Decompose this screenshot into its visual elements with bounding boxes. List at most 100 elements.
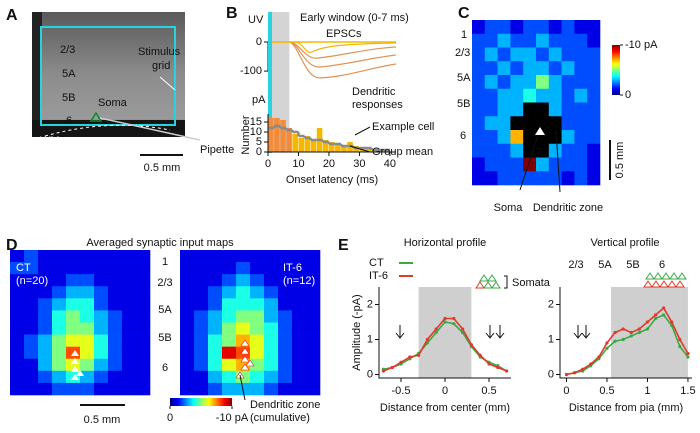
cell <box>24 250 39 263</box>
cell <box>66 250 81 263</box>
cell <box>306 382 321 396</box>
point <box>452 316 456 321</box>
cell <box>472 157 486 172</box>
cell <box>10 262 25 275</box>
cell <box>94 370 109 384</box>
traces <box>268 12 397 153</box>
cell <box>80 286 95 299</box>
cell <box>536 116 550 131</box>
cell <box>222 370 237 384</box>
cell <box>484 88 498 103</box>
point <box>645 320 650 324</box>
cell <box>180 322 195 335</box>
annotation: 5A <box>158 304 172 316</box>
cell <box>38 322 53 335</box>
cell <box>587 143 601 158</box>
cell <box>66 310 81 323</box>
cell <box>574 130 588 145</box>
y-tick-label: 0 <box>548 368 554 380</box>
point <box>452 322 456 326</box>
colorbar-label: 0 <box>625 89 631 101</box>
cell <box>136 298 151 311</box>
x-tick-label: 20 <box>323 158 335 170</box>
x-tick-label: 0.5 <box>481 385 496 397</box>
cell <box>10 346 25 360</box>
cell <box>24 358 39 372</box>
cell <box>52 358 67 372</box>
cell <box>80 358 95 372</box>
cell <box>208 382 223 396</box>
cell <box>236 250 251 263</box>
annotation: 2/3 <box>568 259 583 271</box>
cell <box>136 370 151 384</box>
bar <box>335 144 341 152</box>
annotation: Group mean <box>372 146 433 158</box>
cell <box>561 20 575 35</box>
cell <box>292 382 307 396</box>
cell <box>497 47 511 62</box>
cell <box>484 171 498 186</box>
cell <box>306 298 321 311</box>
cell <box>108 358 123 372</box>
cell <box>52 322 67 335</box>
panel-letter: C <box>458 5 470 22</box>
annotation: Soma <box>494 202 524 214</box>
point <box>505 369 509 373</box>
series-line <box>566 306 689 376</box>
cell <box>52 286 67 299</box>
x-tick-label: 30 <box>353 158 365 170</box>
cell <box>523 75 537 90</box>
cell <box>250 358 265 372</box>
cell <box>510 143 524 158</box>
cell <box>38 358 53 372</box>
cell <box>292 274 307 287</box>
cell <box>484 130 498 145</box>
cell <box>80 274 95 287</box>
cell <box>24 370 39 384</box>
annotation: Soma <box>98 97 128 109</box>
cell <box>52 250 67 263</box>
cell <box>222 322 237 335</box>
cell <box>194 382 209 396</box>
cell <box>292 298 307 311</box>
cell <box>194 322 209 335</box>
point <box>645 327 650 331</box>
cell <box>472 47 486 62</box>
cell <box>108 370 123 384</box>
cell <box>548 102 562 117</box>
cell <box>236 286 251 299</box>
cell <box>38 310 53 323</box>
cell <box>472 130 486 145</box>
bar <box>328 142 335 152</box>
cell <box>80 370 95 384</box>
point <box>399 360 403 364</box>
cell <box>52 370 67 384</box>
bar <box>280 120 286 152</box>
cell <box>250 298 265 311</box>
cell <box>24 334 39 347</box>
cell <box>250 370 265 384</box>
cell <box>108 346 123 360</box>
cell <box>10 382 25 396</box>
cell <box>548 75 562 90</box>
cell <box>523 88 537 103</box>
colorbar-label: 0 <box>167 412 173 424</box>
cell <box>484 157 498 172</box>
bar <box>286 128 292 152</box>
cell <box>497 88 511 103</box>
cell <box>264 274 279 287</box>
cell <box>10 358 25 372</box>
cell <box>236 322 251 335</box>
cell <box>136 358 151 372</box>
point <box>605 341 609 345</box>
cell <box>292 370 307 384</box>
bar <box>298 138 305 152</box>
cell <box>122 286 137 299</box>
annotation: 6 <box>162 362 168 374</box>
cell <box>94 334 109 347</box>
cell <box>38 298 53 311</box>
annotation: 5B <box>158 332 171 344</box>
cell <box>80 346 95 360</box>
annotation: 5B <box>457 98 470 110</box>
annotation: 5A <box>62 68 76 80</box>
